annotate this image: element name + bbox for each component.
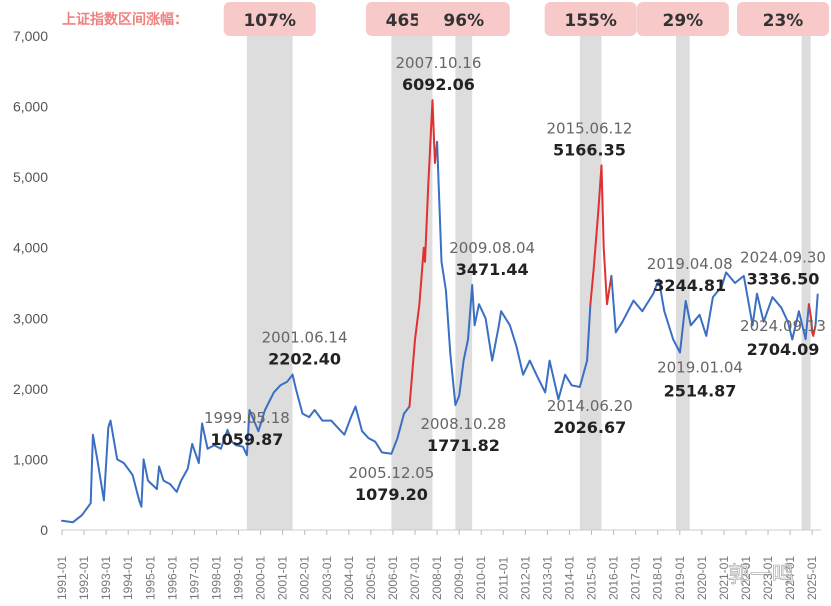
x-tick-label: 1999-01 bbox=[232, 556, 246, 600]
y-tick-label: 2,000 bbox=[13, 381, 48, 397]
x-tick-label: 2018-01 bbox=[651, 556, 665, 600]
x-tick-label: 2024-01 bbox=[783, 556, 797, 600]
x-tick-label: 2011-01 bbox=[496, 557, 510, 600]
x-tick-label: 2004-01 bbox=[342, 556, 356, 600]
annotation-value: 1771.82 bbox=[427, 436, 500, 455]
x-tick-label: 2022-01 bbox=[739, 556, 753, 600]
annotation-value: 1079.20 bbox=[355, 485, 428, 504]
y-tick-label: 3,000 bbox=[13, 310, 48, 326]
annotation-date: 2014.06.20 bbox=[547, 397, 633, 415]
annotation-date: 2019.04.08 bbox=[647, 255, 733, 273]
gain-badges: 107% 465% 96% 155% 29% 23% bbox=[223, 2, 829, 36]
y-tick-label: 4,000 bbox=[13, 240, 48, 256]
x-tick-label: 2001-01 bbox=[276, 556, 290, 600]
x-tick-label: 2013-01 bbox=[540, 556, 554, 600]
series-line bbox=[436, 140, 592, 406]
x-tick-label: 2012-01 bbox=[518, 556, 532, 600]
x-tick-label: 2000-01 bbox=[254, 556, 268, 600]
y-tick-label: 0 bbox=[40, 522, 48, 538]
x-tick-label: 1991-01 bbox=[55, 556, 69, 600]
rally-band bbox=[246, 36, 293, 530]
annotation-date: 2007.10.16 bbox=[396, 54, 482, 72]
gain-label: 107% bbox=[243, 11, 296, 31]
annotation-date: 2009.08.04 bbox=[449, 239, 535, 257]
annotation-date: 2008.10.28 bbox=[420, 415, 506, 433]
x-tick-label: 2014-01 bbox=[562, 556, 576, 600]
y-tick-label: 6,000 bbox=[13, 99, 48, 115]
gain-badge bbox=[636, 2, 729, 36]
gain-label: 155% bbox=[564, 11, 617, 31]
x-tick-label: 1994-01 bbox=[121, 556, 135, 600]
x-axis: 1991-01 1992-01 1993-01 1994-01 1995-01 1996-… bbox=[55, 529, 821, 600]
gain-label: 23% bbox=[763, 11, 804, 31]
annotation-date: 2019.01.04 bbox=[657, 359, 743, 377]
x-tick-label: 2002-01 bbox=[298, 556, 312, 600]
header-label: 上证指数区间涨幅： bbox=[62, 11, 188, 28]
y-axis: 0 1,000 2,000 3,000 4,000 5,000 6,000 7,000 bbox=[13, 28, 48, 538]
x-tick-label: 1995-01 bbox=[143, 556, 157, 600]
annotation-value: 5166.35 bbox=[553, 140, 626, 159]
x-tick-label: 2021-01 bbox=[717, 556, 731, 600]
x-tick-label: 2025-01 bbox=[805, 556, 819, 600]
x-tick-label: 2023-01 bbox=[761, 556, 775, 600]
annotation-date: 2024.09.13 bbox=[740, 317, 826, 335]
x-tick-label: 1992-01 bbox=[77, 556, 91, 600]
y-tick-label: 5,000 bbox=[13, 169, 48, 185]
annotations: 1999.05.18 1059.87 2001.06.14 2202.40 2005.1… bbox=[204, 54, 826, 504]
x-tick-label: 2008-01 bbox=[430, 556, 444, 600]
x-tick-label: 2005-01 bbox=[364, 556, 378, 600]
gain-badge bbox=[223, 2, 316, 36]
annotation-value: 2202.40 bbox=[268, 350, 341, 369]
x-tick-label: 2009-01 bbox=[452, 556, 466, 600]
x-tick-label: 2007-01 bbox=[408, 556, 422, 600]
gain-label: 29% bbox=[663, 11, 704, 31]
x-tick-label: 2006-01 bbox=[386, 556, 400, 600]
y-tick-label: 1,000 bbox=[13, 451, 48, 467]
annotation-value: 3471.44 bbox=[456, 260, 529, 279]
gain-label: 96% bbox=[443, 11, 484, 31]
y-tick-label: 7,000 bbox=[13, 28, 48, 44]
annotation-value: 6092.06 bbox=[402, 75, 475, 94]
x-tick-label: 2016-01 bbox=[607, 556, 621, 600]
x-tick-label: 1996-01 bbox=[165, 556, 179, 600]
rally-band bbox=[801, 36, 811, 530]
annotation-date: 2015.06.12 bbox=[547, 119, 633, 137]
gain-badge bbox=[417, 2, 510, 36]
annotation-date: 2005.12.05 bbox=[348, 464, 434, 482]
x-tick-label: 2017-01 bbox=[629, 556, 643, 600]
rally-band bbox=[579, 36, 602, 530]
rally-band bbox=[455, 36, 473, 530]
annotation-value: 3244.81 bbox=[653, 276, 726, 295]
rally-bands bbox=[246, 36, 811, 530]
x-tick-label: 2019-01 bbox=[673, 556, 687, 600]
annotation-value: 2514.87 bbox=[664, 382, 737, 401]
annotation-date: 2024.09.30 bbox=[740, 249, 826, 267]
watermark: 郭一鸣 bbox=[728, 563, 794, 588]
annotation-value: 1059.87 bbox=[210, 430, 283, 449]
rally-band bbox=[391, 36, 433, 530]
gain-badge bbox=[737, 2, 829, 36]
series-line bbox=[807, 303, 817, 337]
annotation-value: 3336.50 bbox=[747, 270, 820, 289]
series-line bbox=[408, 99, 439, 408]
series-line bbox=[814, 293, 819, 327]
annotation-date: 1999.05.18 bbox=[204, 409, 290, 427]
x-tick-label: 1997-01 bbox=[187, 556, 201, 600]
x-tick-label: 2003-01 bbox=[320, 556, 334, 600]
series-line bbox=[61, 373, 411, 524]
x-tick-label: 1998-01 bbox=[209, 556, 223, 600]
annotation-date: 2001.06.14 bbox=[262, 329, 348, 347]
x-tick-label: 1993-01 bbox=[99, 556, 113, 600]
x-tick-label: 2020-01 bbox=[695, 556, 709, 600]
annotation-value: 2026.67 bbox=[553, 418, 626, 437]
series-line bbox=[610, 271, 810, 354]
annotation-value: 2704.09 bbox=[747, 340, 820, 359]
x-tick-label: 2010-01 bbox=[474, 556, 488, 600]
index-line bbox=[61, 99, 819, 524]
gain-badge bbox=[544, 2, 637, 36]
series-line bbox=[589, 164, 613, 306]
rally-band bbox=[676, 36, 690, 530]
x-tick-label: 2015-01 bbox=[585, 556, 599, 600]
